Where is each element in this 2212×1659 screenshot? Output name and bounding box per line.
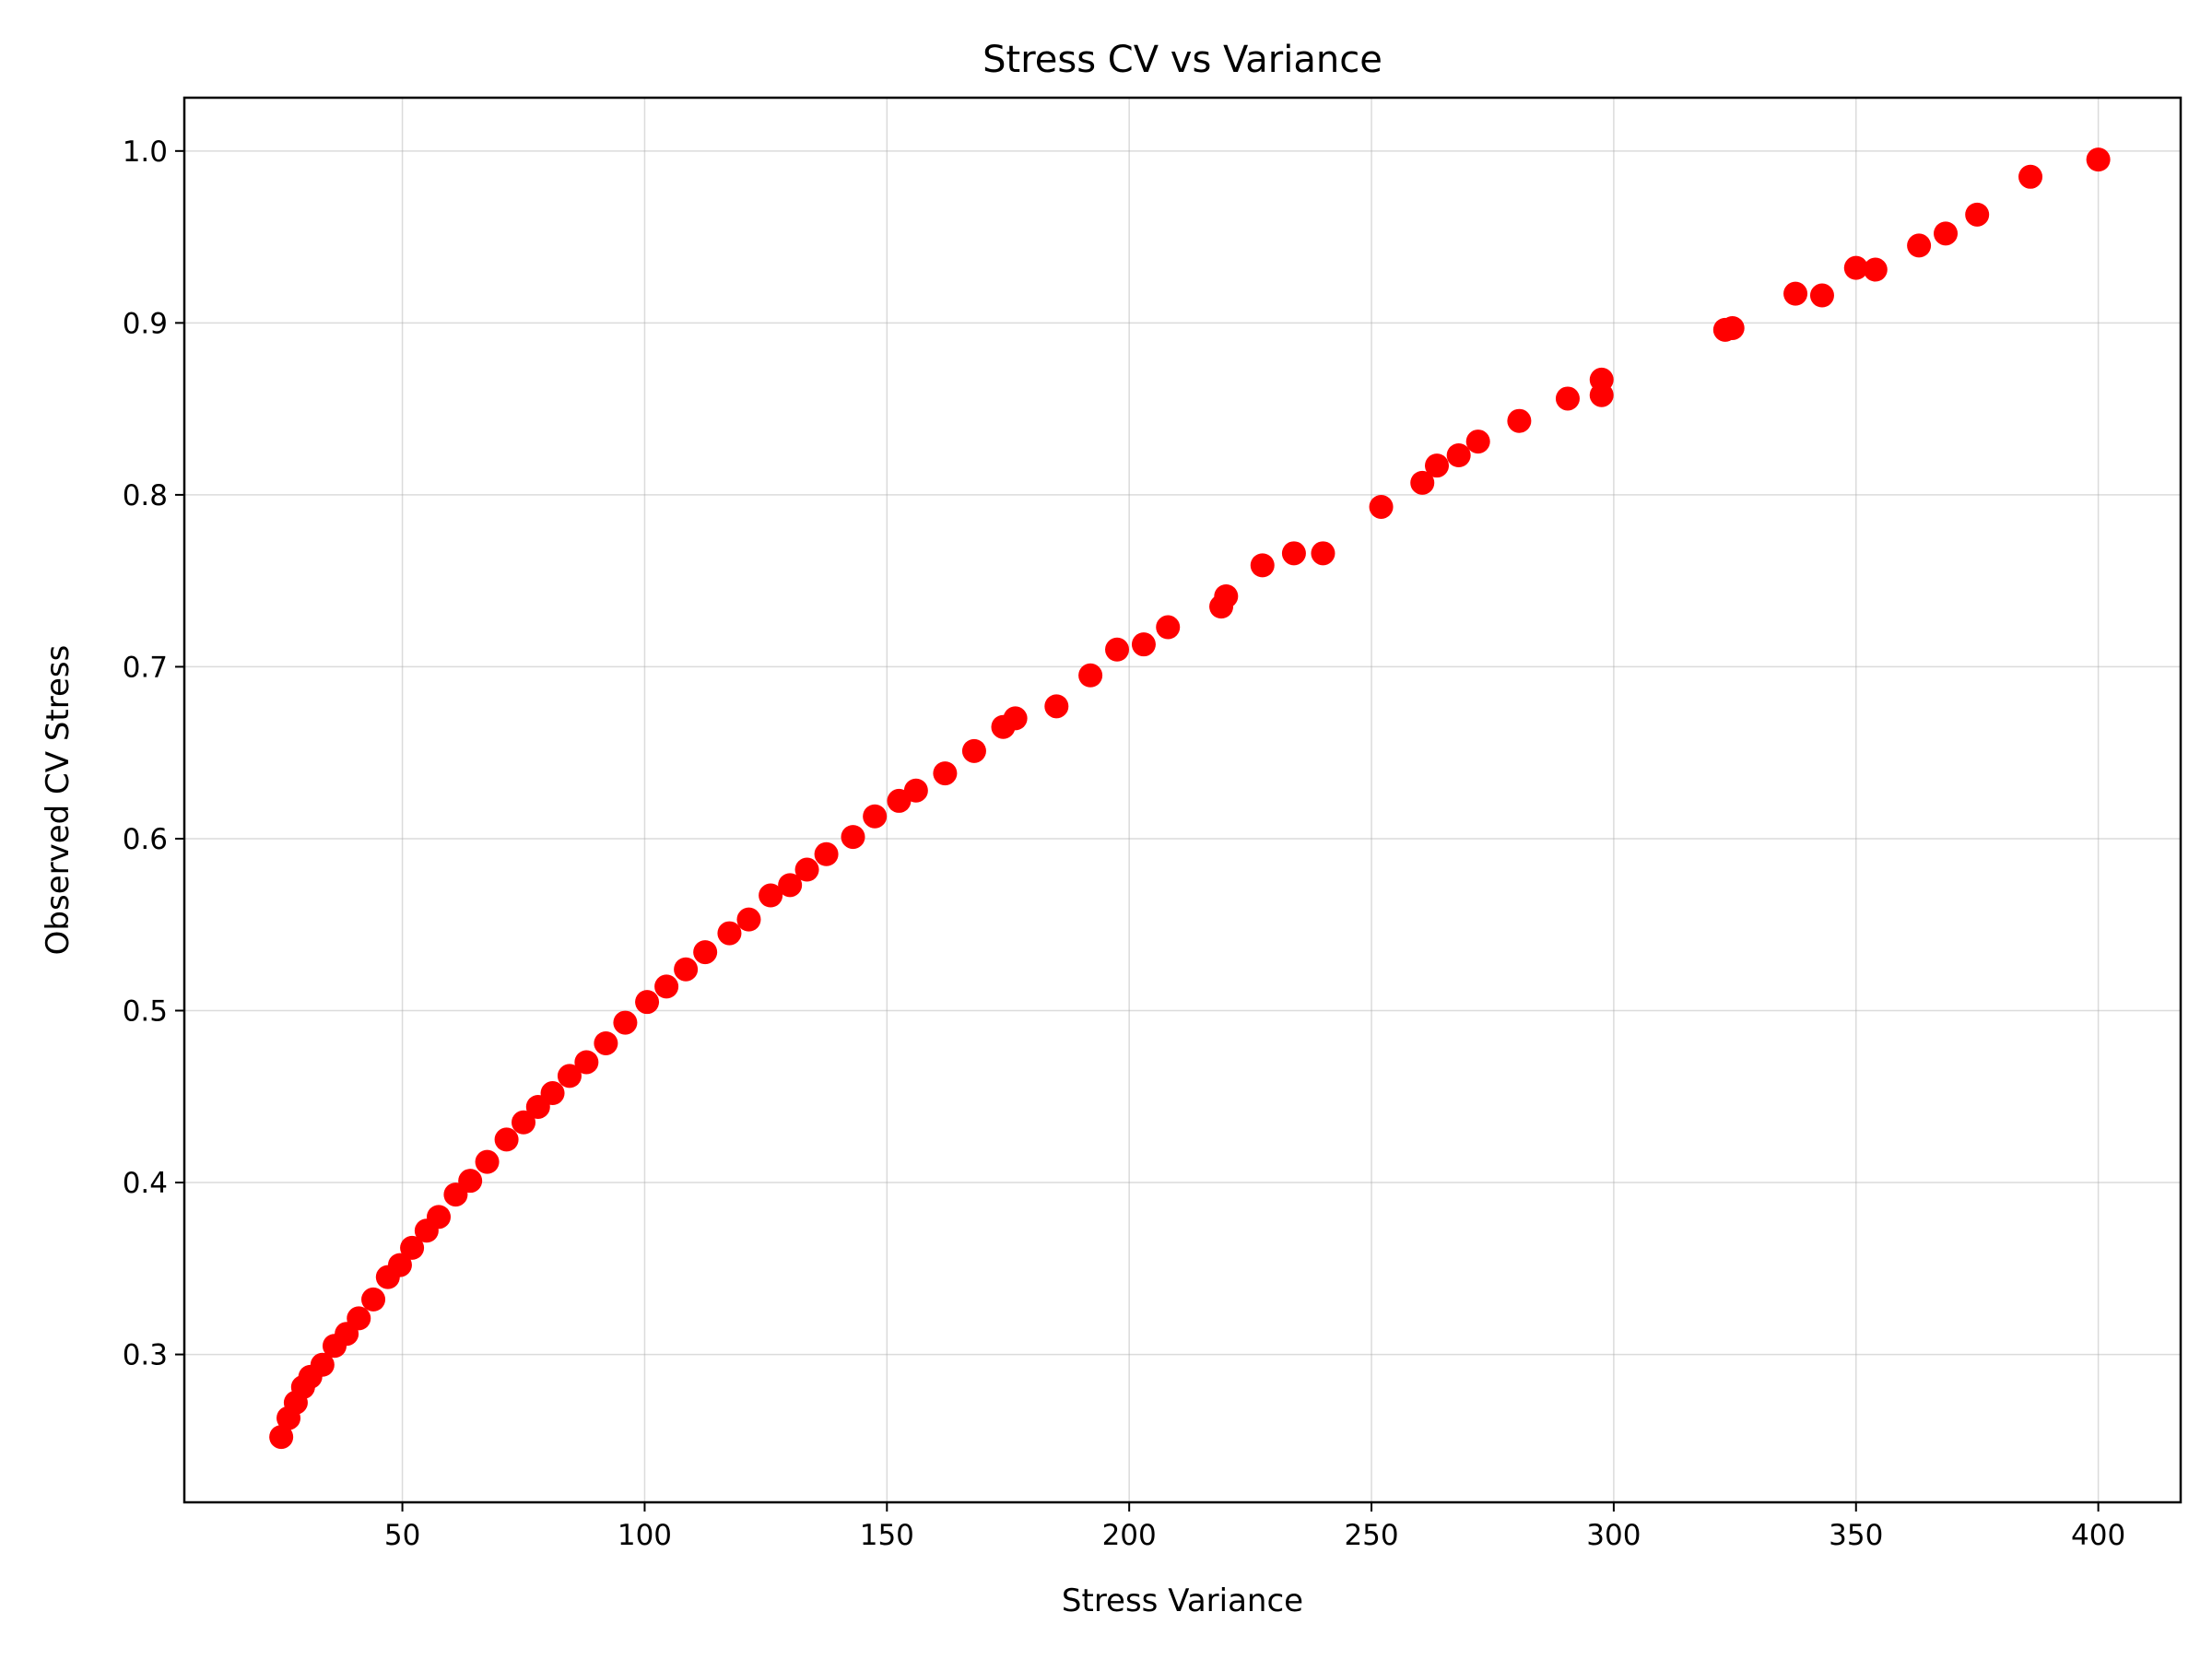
x-tick-label: 150 xyxy=(860,1519,914,1552)
scatter-point xyxy=(1281,541,1306,566)
scatter-point xyxy=(1965,202,1990,227)
x-tick-label: 50 xyxy=(384,1519,420,1552)
scatter-point xyxy=(1465,429,1490,454)
scatter-point xyxy=(1809,283,1834,308)
scatter-point xyxy=(310,1352,335,1377)
scatter-point xyxy=(1555,386,1580,411)
scatter-point xyxy=(778,873,803,898)
x-tick-label: 350 xyxy=(1829,1519,1883,1552)
scatter-point xyxy=(1078,663,1103,688)
y-tick-label: 1.0 xyxy=(123,135,168,169)
y-tick-label: 0.5 xyxy=(123,995,168,1029)
y-tick-label: 0.3 xyxy=(123,1339,168,1372)
scatter-point xyxy=(736,907,761,932)
scatter-point xyxy=(1907,233,1932,258)
scatter-point xyxy=(1783,281,1808,306)
scatter-point xyxy=(1446,442,1471,467)
scatter-point xyxy=(1311,541,1335,566)
y-axis-ticks: 0.3 0.4 0.5 0.6 0.7 0.8 0.9 1.0 xyxy=(123,135,184,1372)
scatter-point xyxy=(1105,637,1130,662)
scatter-point xyxy=(557,1064,582,1088)
plot-area-frame xyxy=(182,96,2183,1504)
scatter-point xyxy=(1934,221,1959,246)
scatter-point xyxy=(794,857,819,882)
scatter-point xyxy=(427,1205,452,1230)
scatter-point xyxy=(635,990,660,1015)
scatter-point xyxy=(361,1287,386,1312)
scatter-point xyxy=(387,1253,412,1277)
scatter-point xyxy=(1369,494,1394,519)
scatter-point xyxy=(903,778,928,803)
scatter-point xyxy=(1214,583,1239,608)
scatter-point xyxy=(512,1110,536,1135)
scatter-point xyxy=(1044,694,1069,719)
scatter-point xyxy=(494,1127,519,1152)
scatter-point xyxy=(1003,706,1028,731)
scatter-point xyxy=(1720,315,1745,340)
scatter-point xyxy=(933,761,958,786)
scatter-point xyxy=(863,804,888,829)
x-tick-label: 250 xyxy=(1344,1519,1398,1552)
scatter-point xyxy=(269,1425,294,1450)
y-tick-label: 0.9 xyxy=(123,307,168,340)
scatter-point xyxy=(347,1306,371,1331)
scatter-point xyxy=(458,1169,483,1194)
y-axis-label: Observed CV Stress xyxy=(40,645,76,956)
scatter-point xyxy=(759,883,783,908)
scatter-point xyxy=(961,738,986,763)
scatter-point xyxy=(1131,632,1156,657)
scatter-point xyxy=(693,940,718,965)
scatter-point xyxy=(674,957,699,982)
scatter-point xyxy=(574,1050,599,1075)
x-tick-label: 400 xyxy=(2071,1519,2125,1552)
scatter-point xyxy=(400,1235,425,1260)
scatter-point xyxy=(1843,255,1868,280)
scatter-point xyxy=(613,1010,638,1035)
scatter-point xyxy=(717,921,742,946)
y-tick-label: 0.7 xyxy=(123,651,168,684)
scatter-point xyxy=(1410,470,1435,495)
scatter-point xyxy=(1507,408,1532,433)
x-axis-ticks: 50 100 150 200 250 300 350 400 xyxy=(384,1502,2125,1552)
scatter-point xyxy=(475,1149,500,1174)
scatter-point xyxy=(2086,147,2111,172)
data-points xyxy=(269,147,2111,1450)
y-tick-label: 0.4 xyxy=(123,1167,168,1200)
grid-lines xyxy=(184,98,2181,1502)
chart-title: Stress CV vs Variance xyxy=(982,39,1382,81)
scatter-point xyxy=(1425,453,1450,478)
scatter-point xyxy=(841,825,865,850)
scatter-point xyxy=(814,841,839,866)
x-tick-label: 200 xyxy=(1102,1519,1157,1552)
scatter-point xyxy=(2018,164,2043,189)
y-tick-label: 0.6 xyxy=(123,823,168,856)
y-tick-label: 0.8 xyxy=(123,479,168,512)
scatter-point xyxy=(1589,382,1614,407)
scatter-point xyxy=(1250,553,1275,578)
scatter-point xyxy=(594,1030,618,1055)
x-tick-label: 300 xyxy=(1586,1519,1641,1552)
x-axis-label: Stress Variance xyxy=(1062,1583,1303,1619)
scatter-point xyxy=(1863,257,1888,282)
scatter-point xyxy=(654,974,679,999)
scatter-point xyxy=(1156,615,1181,640)
x-tick-label: 100 xyxy=(618,1519,672,1552)
scatter-point xyxy=(540,1081,565,1106)
